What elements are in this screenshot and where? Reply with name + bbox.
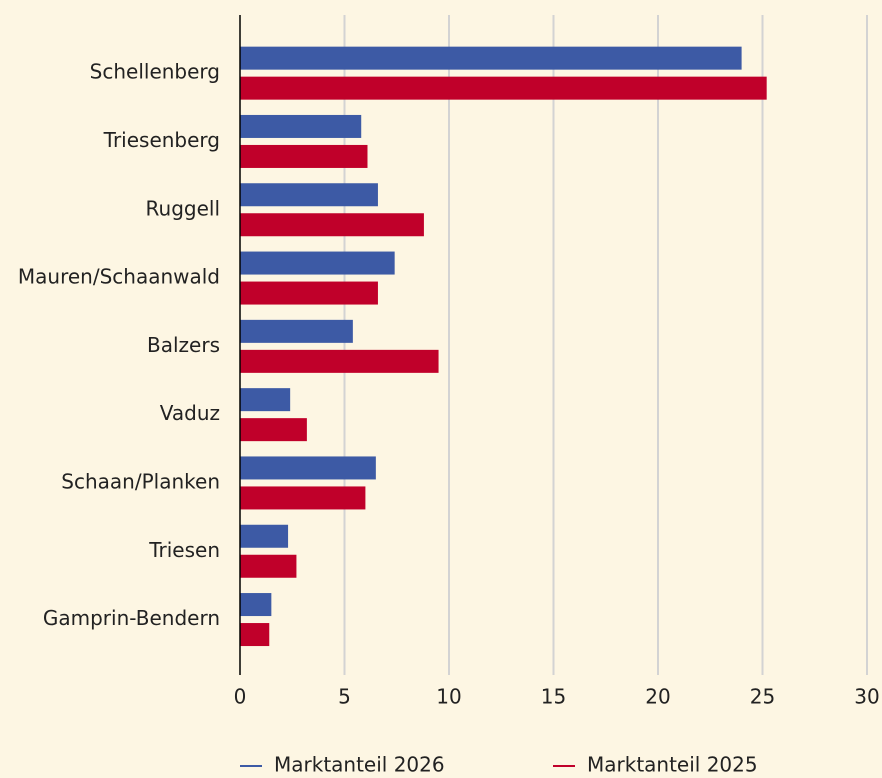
y-tick-label: Schellenberg: [90, 60, 220, 84]
y-tick-label: Schaan/Planken: [61, 469, 220, 493]
bar: [240, 144, 368, 168]
y-tick-label: Gamprin-Bendern: [43, 606, 220, 630]
x-tick-label: 15: [541, 685, 566, 709]
x-tick-label: 5: [338, 685, 351, 709]
x-tick-label: 25: [750, 685, 775, 709]
bar: [240, 183, 378, 207]
x-tick-label: 20: [645, 685, 670, 709]
bar: [240, 46, 742, 70]
bar: [240, 281, 378, 305]
bar: [240, 623, 270, 647]
bar: [240, 388, 291, 412]
y-tick-label: Balzers: [147, 333, 220, 357]
y-tick-label: Triesenberg: [103, 128, 220, 152]
y-tick-label: Ruggell: [146, 196, 220, 220]
legend-label: Marktanteil 2026: [274, 753, 445, 777]
x-tick-label: 30: [854, 685, 879, 709]
y-tick-label: Vaduz: [160, 401, 220, 425]
bar: [240, 251, 395, 275]
bar: [240, 524, 289, 548]
bar: [240, 76, 767, 100]
legend-label: Marktanteil 2025: [587, 753, 758, 777]
bar: [240, 456, 376, 480]
bar: [240, 418, 307, 442]
bar: [240, 114, 362, 138]
bar: [240, 213, 424, 237]
bar: [240, 349, 439, 373]
x-tick-label: 0: [234, 685, 247, 709]
y-tick-label: Mauren/Schaanwald: [18, 265, 220, 289]
bar: [240, 319, 353, 343]
bar: [240, 593, 272, 617]
y-tick-label: Triesen: [148, 538, 220, 562]
bar: [240, 486, 366, 510]
bar: [240, 554, 297, 578]
x-tick-label: 10: [436, 685, 461, 709]
